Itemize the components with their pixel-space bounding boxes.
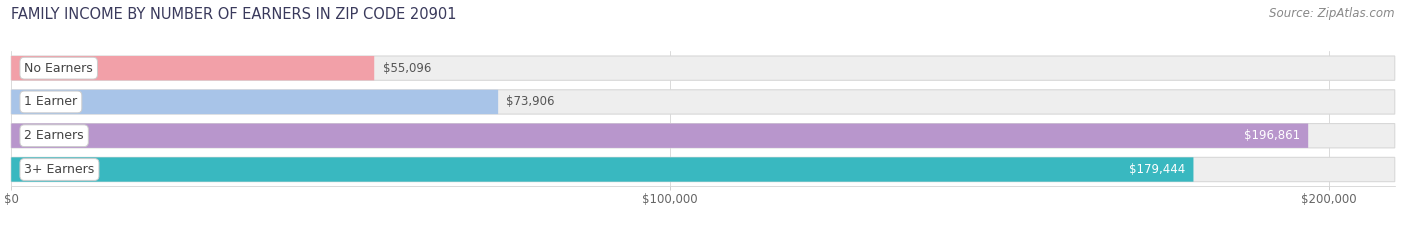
Text: 2 Earners: 2 Earners [24,129,84,142]
Text: $196,861: $196,861 [1244,129,1301,142]
Text: No Earners: No Earners [24,62,93,75]
FancyBboxPatch shape [11,157,1194,182]
FancyBboxPatch shape [11,56,1395,80]
FancyBboxPatch shape [11,123,1395,148]
Text: 1 Earner: 1 Earner [24,96,77,108]
FancyBboxPatch shape [11,157,1395,182]
Text: Source: ZipAtlas.com: Source: ZipAtlas.com [1270,7,1395,20]
Text: 3+ Earners: 3+ Earners [24,163,94,176]
FancyBboxPatch shape [11,56,374,80]
FancyBboxPatch shape [11,90,498,114]
Text: $55,096: $55,096 [382,62,430,75]
Text: FAMILY INCOME BY NUMBER OF EARNERS IN ZIP CODE 20901: FAMILY INCOME BY NUMBER OF EARNERS IN ZI… [11,7,457,22]
Text: $179,444: $179,444 [1129,163,1185,176]
FancyBboxPatch shape [11,123,1308,148]
FancyBboxPatch shape [11,90,1395,114]
Text: $73,906: $73,906 [506,96,555,108]
